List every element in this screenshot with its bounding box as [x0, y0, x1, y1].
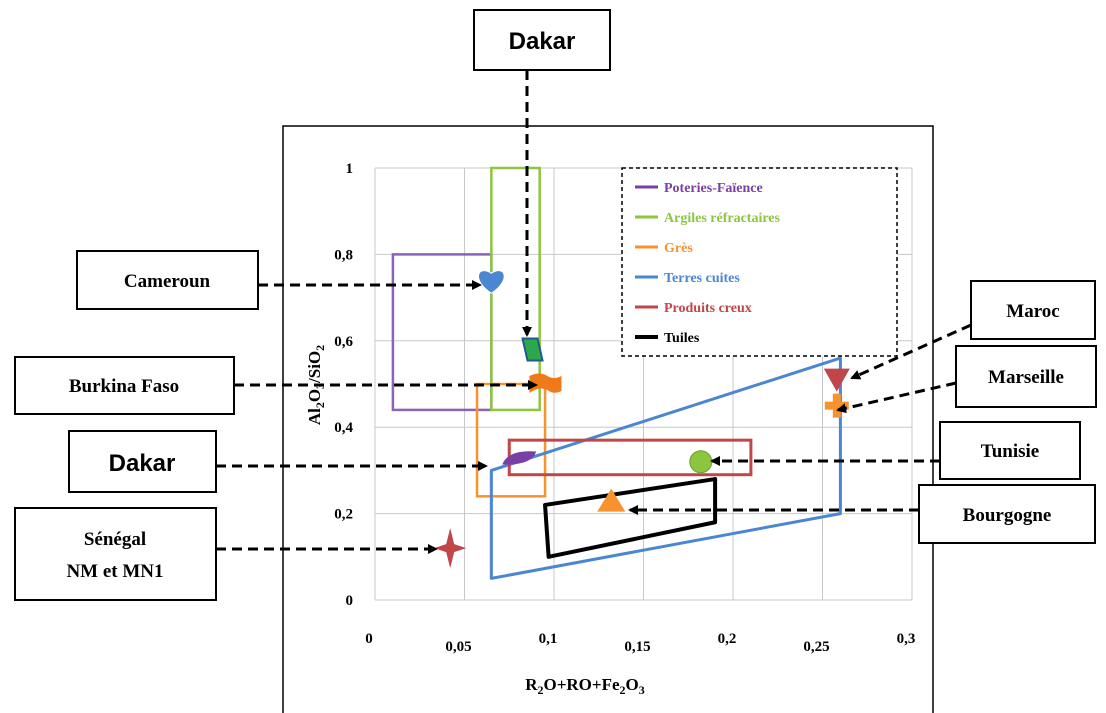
marker-maroc: [823, 368, 850, 392]
y-tick-label: 0,6: [334, 334, 353, 350]
legend-label-argiles-refractaires: Argiles réfractaires: [664, 211, 781, 226]
callout-maroc-label: Maroc: [1006, 301, 1059, 322]
marker-tunisie: [689, 450, 713, 474]
callout-burkina-label: Burkina Faso: [69, 376, 179, 397]
callout-dakar-left: Dakar: [68, 430, 217, 493]
callout-senegal: Sénégal NM et MN1: [14, 507, 217, 601]
callout-tunisie: Tunisie: [939, 421, 1081, 480]
legend: Poteries-Faïence Argiles réfractaires Grès…: [621, 167, 898, 357]
callout-senegal-line2: NM et MN1: [66, 561, 163, 582]
callout-senegal-line1: Sénégal: [84, 529, 146, 550]
region-tuiles: [543, 477, 718, 559]
callout-maroc: Maroc: [970, 280, 1096, 340]
y-tick-label: 1: [346, 161, 354, 177]
callout-dakar-top: Dakar: [473, 9, 611, 71]
callout-tunisie-label: Tunisie: [981, 441, 1039, 462]
classification-regions: [391, 166, 842, 580]
y-tick-label: 0,4: [334, 420, 353, 436]
callout-bourgogne: Bourgogne: [918, 484, 1096, 544]
legend-label-produits-creux: Produits creux: [664, 301, 752, 316]
x-axis-title: R2O+RO+Fe2O3: [525, 675, 645, 697]
x-tick-label: 0,15: [624, 639, 650, 655]
x-tick-label: 0: [365, 631, 373, 647]
arrow-marseille: [836, 381, 957, 414]
callout-cameroun-label: Cameroun: [124, 271, 211, 292]
marker-bourgogne: [597, 488, 626, 512]
callout-bourgogne-label: Bourgogne: [963, 505, 1052, 526]
x-tick-label: 0,25: [803, 639, 829, 655]
callout-dakar-top-label: Dakar: [509, 28, 576, 55]
leader-arrows: [216, 70, 972, 554]
legend-label-tuiles: Tuiles: [664, 331, 700, 346]
marker-senegal-nm-et-mn1: [434, 528, 467, 569]
legend-box: [621, 167, 898, 357]
legend-label-poteries-faience: Poteries-Faïence: [664, 181, 763, 196]
x-tick-label: 0,1: [539, 631, 558, 647]
y-tick-label: 0,8: [334, 247, 353, 263]
legend-label-gres: Grès: [664, 241, 693, 256]
callout-burkina: Burkina Faso: [14, 356, 235, 415]
tick-labels: 0 0,05 0,1 0,15 0,2 0,25 0,3 0 0,2 0,4 0,6 0,8 1: [334, 161, 915, 655]
x-tick-label: 0,3: [897, 631, 916, 647]
region-terres-cuites: [489, 356, 842, 580]
callout-dakar-left-label: Dakar: [109, 450, 176, 477]
y-tick-label: 0,2: [334, 507, 353, 523]
legend-label-terres-cuites: Terres cuites: [664, 271, 740, 286]
marker-dakar: [521, 337, 544, 362]
callout-cameroun: Cameroun: [76, 250, 259, 310]
x-tick-label: 0,05: [445, 639, 471, 655]
y-tick-label: 0: [346, 593, 354, 609]
callout-marseille: Marseille: [955, 345, 1097, 408]
callout-marseille-label: Marseille: [988, 367, 1064, 388]
marker-dakar: [502, 451, 537, 465]
arrow-maroc: [850, 323, 972, 380]
x-tick-label: 0,2: [718, 631, 737, 647]
